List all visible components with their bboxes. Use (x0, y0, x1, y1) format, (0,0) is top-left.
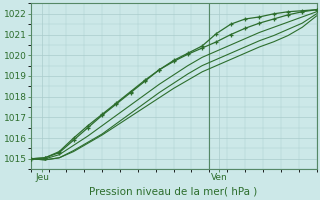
X-axis label: Pression niveau de la mer( hPa ): Pression niveau de la mer( hPa ) (90, 187, 258, 197)
